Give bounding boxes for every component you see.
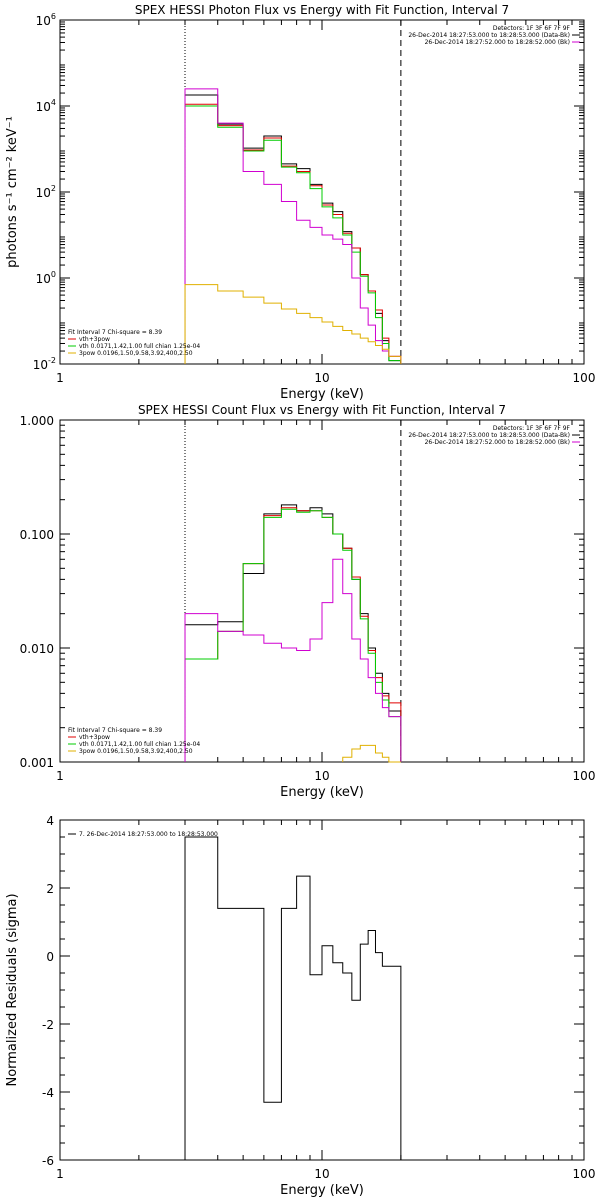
x-tick-label: 1 xyxy=(56,371,64,385)
y-axis-label: photons s⁻¹ cm⁻² keV⁻¹ xyxy=(5,116,20,268)
y-tick-label: 0 xyxy=(46,950,54,964)
y-tick-label: -4 xyxy=(42,1086,54,1100)
y-tick-label: 10-2 xyxy=(33,356,56,372)
y-tick-label: 104 xyxy=(36,98,56,114)
legend-text: 7. 26-Dec-2014 18:27:53.000 to 18:28:53.… xyxy=(79,831,218,838)
x-tick-label: 1 xyxy=(56,769,64,783)
x-axis-label: Energy (keV) xyxy=(280,1183,364,1198)
x-tick-label: 10 xyxy=(314,1167,329,1181)
info-text: Detectors: 1F 3F 6F 7F 9F xyxy=(493,25,571,32)
y-tick-label: -2 xyxy=(42,1018,54,1032)
y-tick-label: 106 xyxy=(36,12,56,28)
x-tick-label: 10 xyxy=(314,769,329,783)
x-axis-label: Energy (keV) xyxy=(280,387,364,402)
series-line-0 xyxy=(184,836,402,1160)
y-tick-label: -6 xyxy=(42,1154,54,1168)
x-tick-label: 100 xyxy=(573,1167,596,1181)
legend-text: vth+3pow xyxy=(79,336,110,343)
plot-frame xyxy=(59,419,585,763)
series-line-2 xyxy=(184,105,402,364)
info-text: 26-Dec-2014 18:27:53.000 to 18:28:53.000… xyxy=(408,432,570,439)
series-line-2 xyxy=(184,508,402,762)
x-tick-label: 100 xyxy=(573,371,596,385)
x-tick-label: 10 xyxy=(314,371,329,385)
info-text: 26-Dec-2014 18:27:52.000 to 18:28:52.000… xyxy=(425,439,570,446)
photon-flux-panel: SPEX HESSI Photon Flux vs Energy with Fi… xyxy=(5,3,595,402)
plot-frame xyxy=(59,819,585,1161)
series-line-4 xyxy=(342,744,401,763)
y-tick-label: 0.100 xyxy=(20,528,54,542)
legend-text: vth 0.0171,1.42,1.00 full chian 1.25e-04 xyxy=(79,343,200,350)
info-text: 26-Dec-2014 18:27:52.000 to 18:28:52.000… xyxy=(425,39,570,46)
x-tick-label: 1 xyxy=(56,1167,64,1181)
y-tick-label: 0.001 xyxy=(20,756,54,770)
legend-text: vth+3pow xyxy=(79,734,110,741)
y-tick-label: 4 xyxy=(46,814,54,828)
count-flux-panel: SPEX HESSI Count Flux vs Energy with Fit… xyxy=(20,403,596,800)
legend-text: 3pow 0.0196,1.50,9.58,3.92,400,2.50 xyxy=(79,748,193,755)
x-tick-label: 100 xyxy=(573,769,596,783)
info-text: Detectors: 1F 3F 6F 7F 9F xyxy=(493,425,571,432)
series-line-3 xyxy=(184,558,402,762)
y-tick-label: 0.010 xyxy=(20,642,54,656)
chart-title: SPEX HESSI Count Flux vs Energy with Fit… xyxy=(138,403,506,417)
chart-title: SPEX HESSI Photon Flux vs Energy with Fi… xyxy=(135,3,509,17)
legend-text: vth 0.0171,1.42,1.00 full chian 1.25e-04 xyxy=(79,741,200,748)
legend-text: 3pow 0.0196,1.50,9.58,3.92,400,2.50 xyxy=(79,350,193,357)
y-tick-label: 102 xyxy=(36,184,56,200)
series-line-3 xyxy=(184,88,402,364)
series-line-4 xyxy=(184,284,402,364)
legend-text: Fit Interval 7 Chi-square = 8.39 xyxy=(68,329,162,336)
y-tick-label: 2 xyxy=(46,882,54,896)
y-tick-label: 1.000 xyxy=(20,414,54,428)
x-axis-label: Energy (keV) xyxy=(280,785,364,800)
y-axis-label: Normalized Residuals (sigma) xyxy=(5,893,20,1086)
info-text: 26-Dec-2014 18:27:53.000 to 18:28:53.000… xyxy=(408,32,570,39)
residuals-panel: Energy (keV) Normalized Residuals (sigma)… xyxy=(5,814,595,1198)
y-tick-label: 100 xyxy=(36,270,56,286)
legend-text: Fit Interval 7 Chi-square = 8.39 xyxy=(68,727,162,734)
